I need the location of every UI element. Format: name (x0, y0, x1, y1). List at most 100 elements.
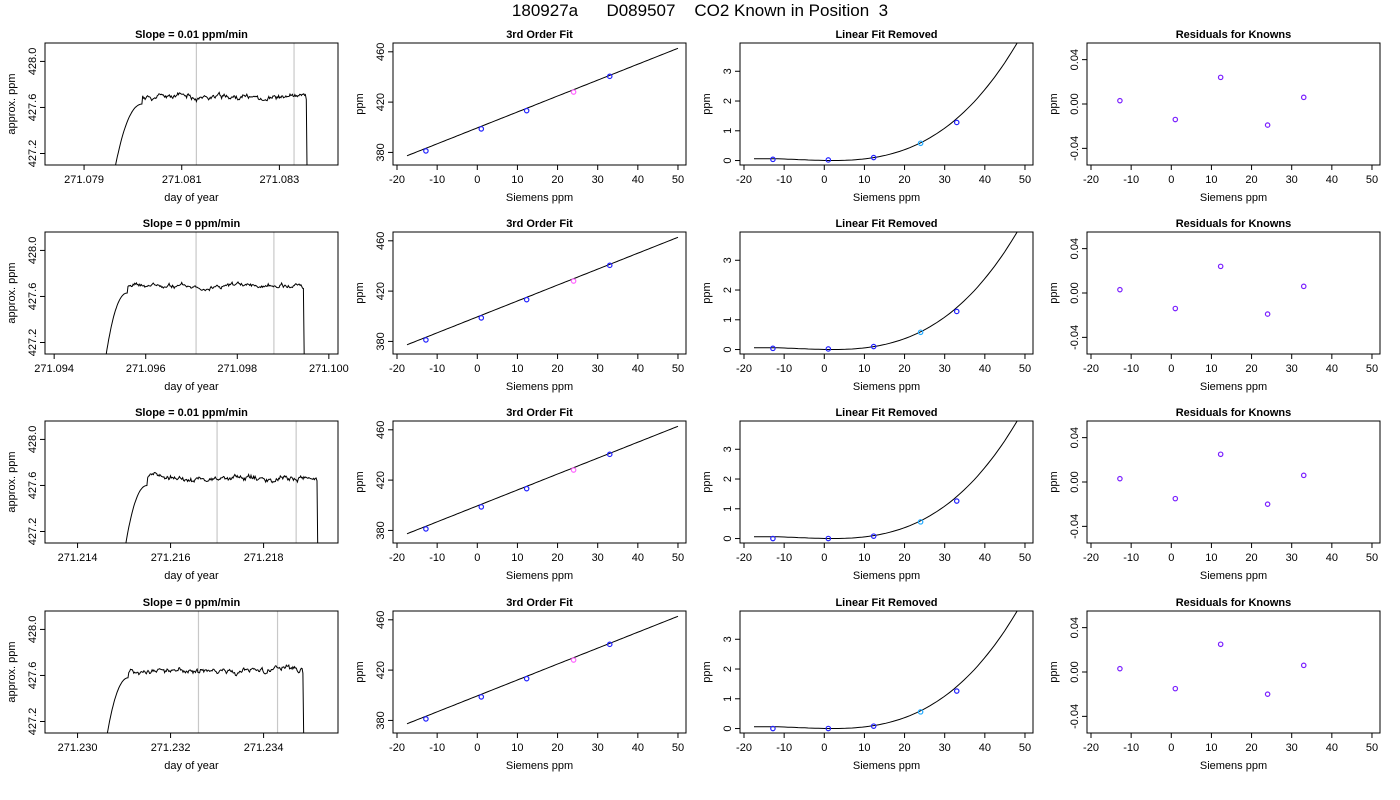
data-point (917, 140, 924, 147)
x-tick-label: 10 (1205, 174, 1217, 186)
x-tick-label: 20 (551, 552, 563, 564)
y-tick-label: 427.6 (27, 283, 39, 311)
fit-curve (753, 421, 1018, 539)
x-tick-label: 0 (474, 742, 480, 754)
y-axis-label: approx. ppm (6, 451, 18, 512)
x-axis-label: Siemens ppm (853, 381, 920, 393)
x-tick-label: 40 (632, 742, 644, 754)
x-tick-label: 0 (821, 363, 827, 375)
y-tick-label: 0 (722, 346, 734, 352)
panel-title: Slope = 0.01 ppm/min (135, 407, 248, 419)
panel-title: Slope = 0 ppm/min (143, 597, 241, 609)
y-tick-label: 0 (722, 535, 734, 541)
y-axis-label: ppm (354, 661, 366, 682)
x-tick-label: 0 (1168, 363, 1174, 375)
x-tick-label: 30 (1286, 174, 1298, 186)
plot-frame (739, 610, 1034, 734)
y-tick-label: 380 (375, 332, 387, 350)
x-tick-label: 30 (939, 552, 951, 564)
x-tick-label: 30 (592, 363, 604, 375)
plot-frame (392, 420, 687, 544)
panel-title: 3rd Order Fit (506, 407, 573, 419)
plot-frame (739, 420, 1034, 544)
data-point (1172, 495, 1179, 502)
chart-panel: Linear Fit Removed -20 -10 0 10 20 30 40 50 0 1 2 3 S… (701, 597, 1034, 772)
x-tick-label: 40 (1326, 742, 1338, 754)
y-tick-label: 428.0 (27, 616, 39, 644)
x-tick-label: -20 (736, 363, 752, 375)
x-axis-label: Siemens ppm (1200, 381, 1267, 393)
x-tick-label: 271.083 (260, 174, 300, 186)
x-axis-label: Siemens ppm (506, 381, 573, 393)
data-point (1264, 311, 1271, 317)
data-point (917, 519, 924, 525)
x-tick-label: 40 (1326, 552, 1338, 564)
x-tick-label: 10 (511, 742, 523, 754)
x-tick-label: -20 (1083, 363, 1099, 375)
plot-frame (1086, 42, 1381, 166)
x-tick-label: 10 (858, 174, 870, 186)
data-point (870, 723, 877, 729)
x-tick-label: -10 (429, 742, 445, 754)
y-tick-label: 460 (375, 232, 387, 250)
y-tick-label: 0.00 (1069, 661, 1081, 682)
chart-panel: Slope = 0.01 ppm/min 271.079 271.081 271.08… (6, 29, 339, 204)
data-point (1300, 662, 1307, 669)
chart-panel: Slope = 0 ppm/min 271.094 271.096 271.098 27… (6, 218, 349, 393)
plot-area (406, 47, 679, 157)
y-tick-label: 2 (722, 98, 734, 104)
x-tick-label: 271.218 (244, 552, 284, 564)
y-tick-label: -0.04 (1069, 514, 1081, 539)
x-tick-label: 10 (511, 552, 523, 564)
y-tick-label: 3 (722, 636, 734, 642)
y-axis-label: ppm (1048, 93, 1060, 114)
y-axis-label: approx. ppm (6, 73, 18, 134)
y-tick-label: 427.2 (27, 518, 39, 546)
fit-curve (406, 236, 679, 346)
panel-title: Residuals for Knowns (1176, 597, 1292, 609)
y-tick-label: 0.00 (1069, 93, 1081, 114)
y-tick-label: 2 (722, 287, 734, 293)
x-tick-label: 30 (1286, 552, 1298, 564)
x-tick-label: 40 (979, 363, 991, 375)
x-tick-label: 271.096 (126, 363, 166, 375)
x-tick-label: 0 (1168, 552, 1174, 564)
x-tick-label: 40 (632, 174, 644, 186)
y-axis-label: approx. ppm (6, 641, 18, 702)
y-tick-label: 0.00 (1069, 471, 1081, 492)
x-tick-label: 50 (672, 552, 684, 564)
panel-title: Slope = 0.01 ppm/min (135, 29, 248, 41)
plot-area (125, 421, 319, 543)
y-axis-label: ppm (354, 282, 366, 303)
x-axis-label: day of year (164, 760, 219, 772)
data-point (770, 156, 776, 163)
x-tick-label: -20 (1083, 552, 1099, 564)
x-tick-label: 50 (1366, 552, 1378, 564)
x-tick-label: 20 (1245, 552, 1257, 564)
x-tick-label: 40 (1326, 363, 1338, 375)
x-tick-label: -20 (389, 742, 405, 754)
plot-frame (44, 42, 339, 166)
data-point (423, 716, 429, 722)
y-tick-label: 3 (722, 68, 734, 74)
y-tick-label: 427.6 (27, 472, 39, 500)
plot-area (406, 236, 679, 346)
chart-panel: Slope = 0.01 ppm/min 271.214 271.216 271.21… (6, 407, 339, 582)
data-point (1117, 475, 1123, 482)
x-tick-label: 20 (898, 174, 910, 186)
x-tick-label: 271.098 (217, 363, 257, 375)
chart-panel: 3rd Order Fit -20 -10 0 10 20 30 40 50 380 420 460 S… (354, 597, 687, 772)
plot-frame (739, 231, 1034, 355)
plot-area (753, 421, 1018, 542)
x-tick-label: 20 (898, 742, 910, 754)
data-point (606, 73, 613, 80)
x-tick-label: 271.081 (162, 174, 202, 186)
y-tick-label: 427.2 (27, 140, 39, 168)
chart-panel: Residuals for Knowns -20 -10 0 10 20 30 40 50 -0.… (1048, 218, 1381, 393)
data-point (570, 467, 577, 473)
x-tick-label: 50 (1366, 742, 1378, 754)
x-tick-label: 20 (1245, 363, 1257, 375)
plot-frame (44, 610, 339, 734)
data-point (917, 329, 924, 336)
data-point (825, 725, 832, 732)
